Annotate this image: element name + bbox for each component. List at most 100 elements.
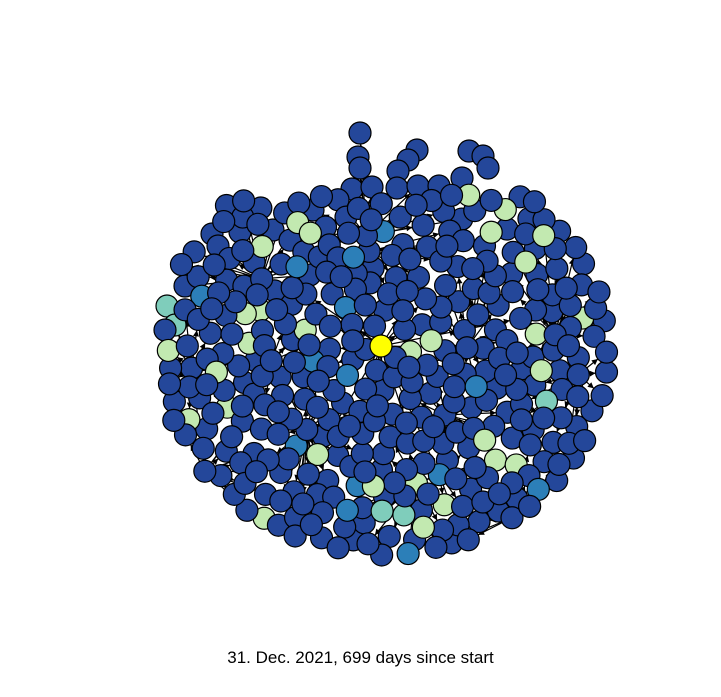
graph-node bbox=[231, 239, 255, 263]
graph-node bbox=[250, 234, 274, 259]
graph-node bbox=[299, 513, 323, 537]
edge-arrowhead bbox=[450, 490, 457, 498]
graph-node bbox=[391, 299, 415, 323]
graph-node bbox=[509, 306, 533, 331]
graph-node bbox=[397, 355, 421, 379]
graph-node bbox=[395, 279, 419, 303]
graph-node bbox=[501, 280, 525, 304]
graph-node bbox=[232, 189, 256, 213]
edge-arrowhead bbox=[574, 409, 581, 416]
graph-node bbox=[456, 528, 480, 552]
graph-node bbox=[554, 276, 578, 300]
graph-node bbox=[201, 401, 225, 425]
graph-node bbox=[518, 433, 542, 457]
graph-node bbox=[341, 329, 365, 353]
graph-node bbox=[309, 184, 334, 209]
graph-node bbox=[518, 494, 542, 518]
edge-arrowhead bbox=[374, 528, 381, 536]
graph-node bbox=[564, 235, 588, 260]
edge-arrowhead bbox=[432, 232, 440, 239]
edge-arrowhead bbox=[489, 409, 497, 416]
graph-node bbox=[370, 499, 394, 523]
edge-arrowhead bbox=[345, 444, 353, 450]
graph-node bbox=[441, 352, 465, 376]
edge-arrowhead bbox=[388, 335, 396, 342]
graph-node bbox=[450, 494, 475, 519]
graph-node bbox=[326, 536, 350, 560]
graph-node bbox=[424, 535, 448, 559]
graph-node bbox=[529, 359, 553, 383]
graph-node bbox=[421, 415, 446, 439]
graph-node bbox=[156, 338, 180, 363]
graph-node bbox=[466, 303, 490, 327]
graph-node bbox=[594, 340, 619, 364]
edge-arrowhead bbox=[456, 277, 463, 284]
graph-node bbox=[566, 385, 590, 409]
graph-node bbox=[306, 369, 330, 393]
graph-node bbox=[514, 250, 538, 274]
graph-node bbox=[479, 188, 503, 213]
graph-node bbox=[362, 314, 387, 338]
edge-arrowhead bbox=[193, 330, 199, 337]
graph-node bbox=[193, 459, 217, 483]
graph-node bbox=[388, 205, 412, 229]
graph-node bbox=[359, 208, 383, 232]
graph-node bbox=[259, 349, 283, 373]
graph-node bbox=[335, 498, 359, 522]
graph-node bbox=[318, 314, 343, 338]
edge-arrowhead bbox=[520, 299, 527, 306]
graph-node bbox=[200, 297, 224, 321]
graph-node bbox=[526, 278, 550, 302]
edge-arrowhead bbox=[587, 382, 594, 389]
graph-node bbox=[336, 221, 361, 245]
graph-node bbox=[296, 462, 320, 486]
graph-node bbox=[348, 121, 372, 145]
graph-node bbox=[439, 183, 464, 207]
graph-node bbox=[442, 375, 466, 399]
edge-arrowhead bbox=[276, 334, 283, 341]
graph-node bbox=[282, 350, 306, 374]
graph-node bbox=[573, 429, 597, 453]
graph-node bbox=[353, 293, 377, 317]
graph-node bbox=[195, 373, 219, 397]
graph-node bbox=[162, 408, 186, 432]
graph-node bbox=[404, 193, 428, 217]
graph-node bbox=[244, 460, 268, 484]
graph-node bbox=[590, 384, 614, 408]
graph-node bbox=[283, 524, 307, 548]
graph-node bbox=[547, 452, 571, 477]
graph-node bbox=[297, 333, 321, 357]
graph-node bbox=[329, 265, 353, 289]
graph-node bbox=[305, 395, 330, 419]
graph-node bbox=[276, 447, 300, 471]
graph-node bbox=[396, 541, 420, 566]
graph-node bbox=[348, 156, 372, 180]
graph-node bbox=[220, 425, 244, 449]
graph-node bbox=[582, 324, 606, 348]
graph-node bbox=[157, 372, 182, 396]
graph-node bbox=[435, 234, 459, 258]
graph-node bbox=[479, 220, 503, 244]
graph-node bbox=[505, 341, 529, 365]
graph-node bbox=[153, 318, 177, 342]
graph-node bbox=[298, 221, 322, 245]
graph-node bbox=[175, 334, 199, 358]
graph-node bbox=[285, 255, 309, 279]
edge-arrowhead bbox=[431, 513, 438, 521]
graph-node bbox=[473, 428, 497, 452]
graph-node bbox=[398, 247, 422, 271]
edge-arrowhead bbox=[591, 359, 598, 366]
graph-node bbox=[411, 515, 435, 539]
graph-node bbox=[464, 374, 488, 399]
graph-node bbox=[354, 377, 378, 401]
graph-node bbox=[305, 442, 330, 467]
graph-node bbox=[212, 209, 236, 234]
graph-node bbox=[419, 329, 443, 353]
graph-node bbox=[353, 460, 377, 484]
graph-node bbox=[382, 471, 407, 495]
graph-node bbox=[227, 354, 251, 378]
edge-arrowhead bbox=[438, 487, 445, 494]
graph-node bbox=[337, 414, 362, 438]
edge-arrowhead bbox=[264, 387, 271, 394]
graph-node bbox=[335, 363, 360, 387]
